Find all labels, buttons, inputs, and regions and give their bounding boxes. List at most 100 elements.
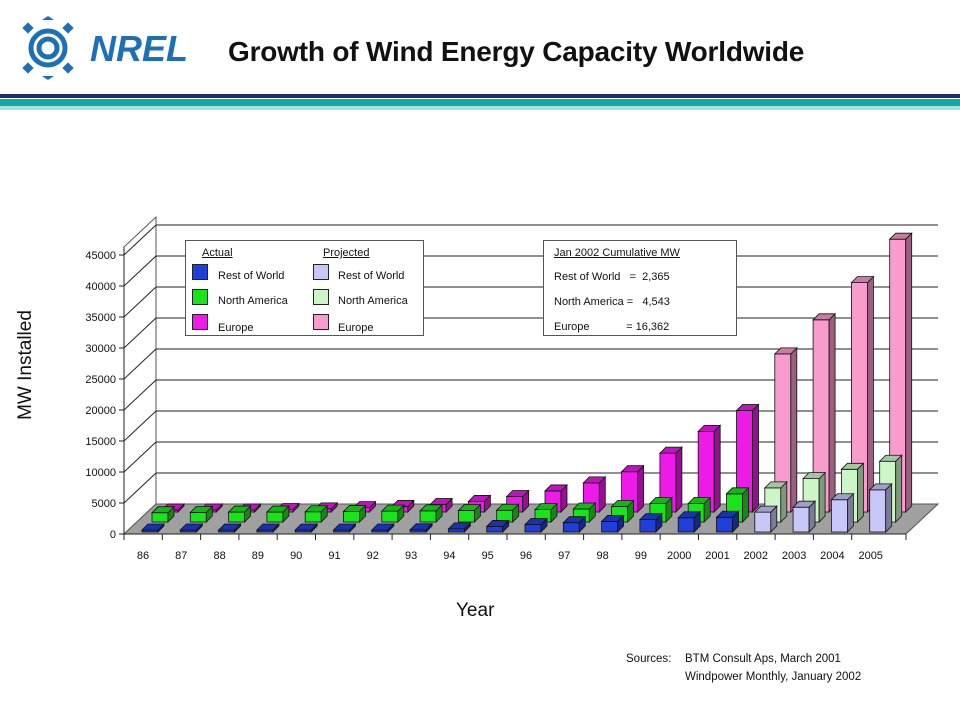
legend-label-na-actual: North America bbox=[218, 295, 288, 307]
bar-rest-of-world-90 bbox=[294, 523, 319, 533]
x-tick-label-2000: 2000 bbox=[667, 550, 691, 562]
x-tick-label-2001: 2001 bbox=[705, 550, 729, 562]
bar-north-america-86 bbox=[151, 505, 175, 523]
x-tick-label-2005: 2005 bbox=[858, 550, 882, 562]
bar-top bbox=[677, 511, 702, 519]
bar-top bbox=[447, 522, 472, 530]
bar-front bbox=[419, 510, 437, 523]
bar-top bbox=[600, 515, 625, 522]
bar-front bbox=[754, 511, 772, 533]
bar-front bbox=[562, 522, 580, 533]
bar-top bbox=[304, 505, 329, 513]
bar-side bbox=[818, 471, 826, 523]
gridline-side-30000 bbox=[123, 317, 157, 349]
bar-europe-2000 bbox=[697, 424, 722, 513]
bar-side bbox=[790, 346, 798, 513]
source-line-1: BTM Consult Aps, March 2001 bbox=[685, 653, 841, 665]
nrel-logo: NREL bbox=[22, 16, 188, 80]
bar-rest-of-world-2002 bbox=[753, 505, 778, 533]
bar-top bbox=[850, 276, 875, 284]
cumulative-legend-title: Jan 2002 Cumulative MW bbox=[554, 247, 680, 259]
source-line-2: Windpower Monthly, January 2002 bbox=[685, 671, 862, 683]
header-rule bbox=[0, 94, 960, 110]
bar-europe-2003 bbox=[812, 312, 837, 513]
bar-rest-of-world-2000 bbox=[677, 510, 702, 533]
bar-top bbox=[189, 505, 214, 513]
bar-rest-of-world-98 bbox=[600, 514, 625, 533]
bar-top bbox=[697, 424, 722, 432]
bar-top bbox=[409, 523, 434, 531]
legend-swatch-na-actual bbox=[192, 289, 208, 305]
legend-swatch-na-projected bbox=[313, 289, 329, 305]
bar-north-america-89 bbox=[265, 505, 290, 523]
logo-arrow-down bbox=[42, 76, 54, 80]
y-tick-label-40000: 40000 bbox=[85, 281, 116, 293]
bar-top bbox=[380, 504, 405, 512]
bar-rest-of-world-89 bbox=[255, 523, 280, 533]
y-tick-label-25000: 25000 bbox=[85, 374, 116, 386]
bar-top bbox=[812, 313, 837, 321]
bar-top bbox=[725, 487, 750, 495]
legend-label-eu-projected: Europe bbox=[338, 322, 374, 334]
bar-front bbox=[831, 499, 848, 533]
bar-front bbox=[447, 528, 465, 533]
bar-front bbox=[486, 526, 504, 533]
bar-top bbox=[265, 505, 290, 513]
x-tick-label-99: 99 bbox=[635, 550, 647, 562]
bar-rest-of-world-2004 bbox=[830, 492, 855, 533]
cumulative-legend: Jan 2002 Cumulative MW Rest of World = 2… bbox=[543, 240, 737, 336]
bar-front bbox=[457, 510, 475, 523]
x-tick-label-97: 97 bbox=[558, 550, 570, 562]
bar-top bbox=[802, 472, 827, 480]
cumulative-row-north-america: North America = 4,543 bbox=[554, 296, 670, 308]
x-tick-label-98: 98 bbox=[596, 550, 608, 562]
bar-top bbox=[763, 481, 788, 489]
bar-north-america-87 bbox=[189, 505, 214, 523]
legend-swatch-row-projected bbox=[313, 264, 329, 280]
bar-top bbox=[495, 503, 520, 511]
bar-top bbox=[524, 518, 548, 525]
bar-top bbox=[715, 510, 740, 518]
bar-rest-of-world-2005 bbox=[868, 482, 893, 533]
bar-top bbox=[457, 504, 482, 511]
bar-rest-of-world-93 bbox=[409, 522, 434, 533]
chart-bars bbox=[141, 232, 913, 533]
y-axis-ticks: 0 5000 10000 15000 20000 25000 30000 35000 40000… bbox=[85, 247, 906, 541]
x-tick-label-92: 92 bbox=[367, 550, 379, 562]
bar-front bbox=[677, 517, 695, 533]
bar-top bbox=[467, 495, 492, 502]
y-tick-label-0: 0 bbox=[110, 529, 116, 541]
bar-rest-of-world-97 bbox=[562, 515, 587, 533]
x-tick-label-2003: 2003 bbox=[782, 550, 806, 562]
x-tick-label-93: 93 bbox=[405, 550, 417, 562]
sources-label: Sources: bbox=[626, 653, 672, 665]
bar-front bbox=[189, 511, 207, 523]
bar-side bbox=[847, 492, 854, 533]
bar-side bbox=[780, 480, 788, 523]
legend-swatch-eu-projected bbox=[313, 314, 329, 330]
x-axis-title: Year bbox=[456, 600, 495, 621]
bar-top bbox=[658, 446, 683, 454]
bar-rest-of-world-86 bbox=[141, 523, 165, 533]
bar-north-america-94 bbox=[457, 503, 482, 523]
sources-note: Sources: BTM Consult Aps, March 2001 Wind… bbox=[626, 650, 861, 686]
y-axis-title: MW Installed bbox=[15, 310, 36, 420]
bar-top bbox=[505, 490, 530, 497]
bar-rest-of-world-95 bbox=[485, 519, 510, 533]
x-tick-label-96: 96 bbox=[520, 550, 532, 562]
bar-north-america-92 bbox=[380, 504, 405, 523]
bar-front bbox=[381, 510, 399, 523]
bar-top bbox=[485, 520, 510, 527]
x-tick-label-86: 86 bbox=[137, 550, 149, 562]
bar-front bbox=[869, 489, 887, 533]
x-tick-label-95: 95 bbox=[482, 550, 494, 562]
x-tick-label-89: 89 bbox=[252, 550, 264, 562]
bar-europe-2002 bbox=[773, 346, 798, 513]
x-tick-label-91: 91 bbox=[328, 550, 340, 562]
bar-top bbox=[255, 523, 280, 531]
gridline-side-5000 bbox=[123, 472, 157, 504]
bar-top bbox=[572, 502, 597, 510]
bar-top bbox=[179, 523, 204, 531]
bar-side bbox=[885, 482, 893, 533]
bar-top bbox=[792, 500, 817, 508]
